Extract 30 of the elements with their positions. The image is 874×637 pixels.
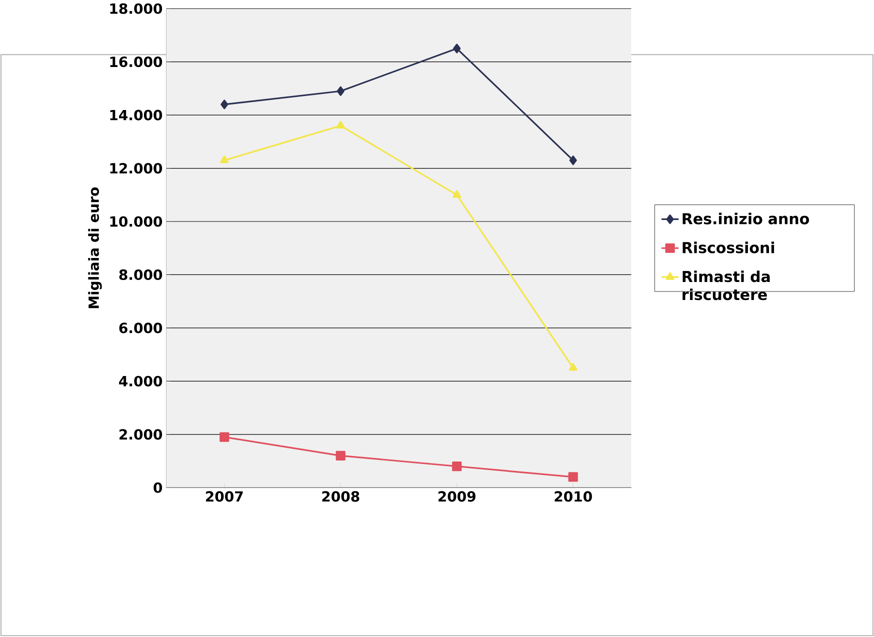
- y-tick-label: 10.000: [110, 216, 162, 227]
- point: [568, 472, 578, 482]
- point: [568, 363, 578, 371]
- legend-label: Rimasti da riscuotere: [682, 270, 770, 300]
- y-tick-label: 8.000: [119, 270, 162, 280]
- y-tick-label: 4.000: [119, 376, 162, 387]
- y-axis-title: Migliaia di euro: [88, 188, 102, 308]
- point: [220, 432, 230, 442]
- point: [452, 462, 462, 472]
- x-tick-label: 2007: [206, 491, 243, 502]
- point: [569, 156, 577, 166]
- point: [220, 100, 228, 110]
- point: [453, 44, 461, 54]
- x-tick-label: 2010: [554, 491, 592, 502]
- point: [452, 190, 462, 198]
- x-tick-label: 2008: [322, 491, 360, 502]
- y-tick-label: 0: [154, 482, 162, 494]
- y-tick-label: 2.000: [120, 429, 162, 440]
- y-tick-label: 14.000: [110, 110, 162, 121]
- legend-label: Res.inizio anno: [682, 212, 809, 225]
- legend-label: Riscossioni: [682, 242, 774, 254]
- point: [336, 86, 344, 96]
- y-tick-label: 16.000: [110, 56, 162, 68]
- y-tick-label: 12.000: [110, 163, 162, 174]
- point: [220, 156, 229, 164]
- y-tick-label: 6.000: [119, 322, 162, 334]
- x-tick-label: 2009: [438, 491, 476, 502]
- point: [336, 451, 346, 461]
- point: [336, 121, 345, 129]
- y-tick-label: 18.000: [110, 3, 162, 14]
